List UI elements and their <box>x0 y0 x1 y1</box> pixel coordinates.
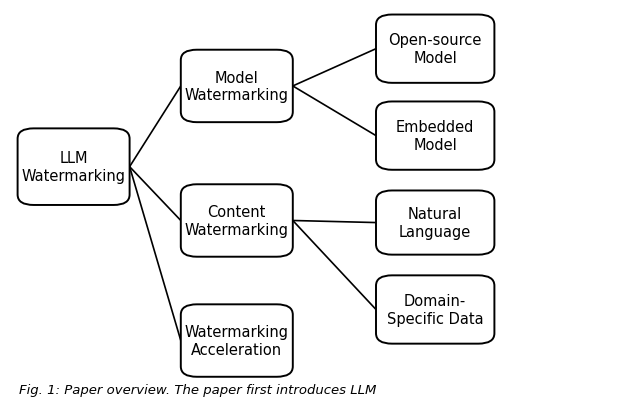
Text: Open-source
Model: Open-source Model <box>388 33 482 66</box>
Text: Fig. 1: Paper overview. The paper first introduces LLM: Fig. 1: Paper overview. The paper first … <box>19 383 376 396</box>
FancyBboxPatch shape <box>180 51 292 123</box>
Text: LLM
Watermarking: LLM Watermarking <box>22 151 125 183</box>
Text: Model
Watermarking: Model Watermarking <box>185 71 289 103</box>
FancyBboxPatch shape <box>376 191 494 255</box>
Text: Domain-
Specific Data: Domain- Specific Data <box>387 294 483 326</box>
Text: Content
Watermarking: Content Watermarking <box>185 205 289 237</box>
FancyBboxPatch shape <box>376 276 494 344</box>
Text: Natural
Language: Natural Language <box>399 207 471 239</box>
Text: Embedded
Model: Embedded Model <box>396 120 474 152</box>
FancyBboxPatch shape <box>376 102 494 170</box>
FancyBboxPatch shape <box>376 15 494 83</box>
FancyBboxPatch shape <box>180 185 292 257</box>
Text: Watermarking
Acceleration: Watermarking Acceleration <box>185 325 289 357</box>
FancyBboxPatch shape <box>180 305 292 377</box>
FancyBboxPatch shape <box>18 129 130 206</box>
